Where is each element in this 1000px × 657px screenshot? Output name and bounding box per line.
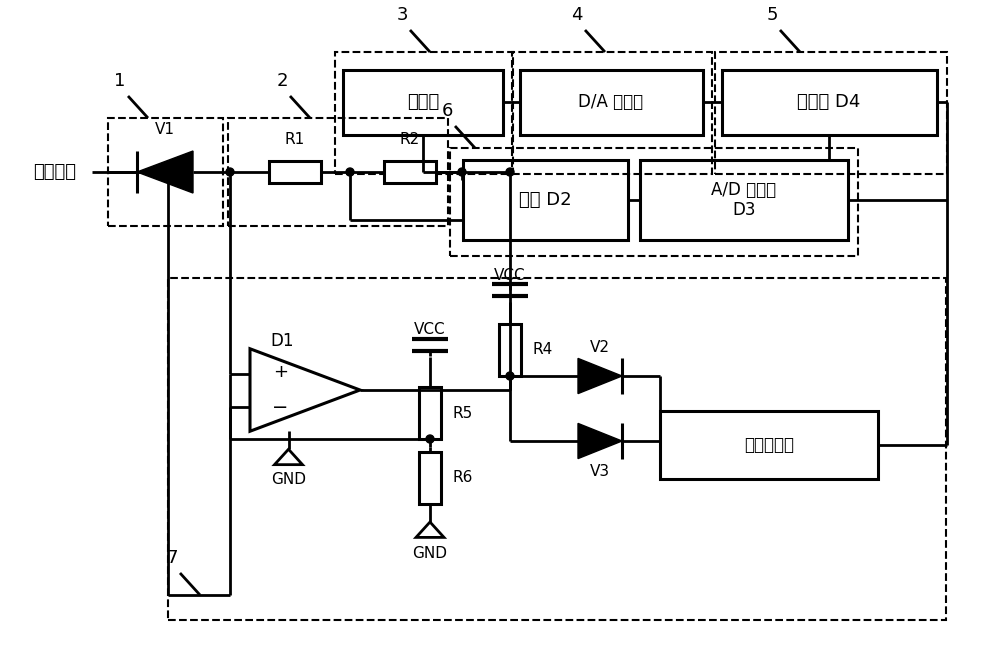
Bar [640, 160, 848, 240]
Circle shape [506, 372, 514, 380]
Text: +: + [273, 363, 288, 382]
Bar [520, 70, 703, 135]
Bar [512, 52, 712, 174]
Bar [419, 452, 441, 504]
Bar [384, 161, 436, 183]
Text: GND: GND [271, 472, 306, 487]
Text: R6: R6 [452, 470, 472, 486]
Circle shape [458, 168, 466, 176]
Bar [463, 160, 628, 240]
Text: 1: 1 [114, 72, 126, 90]
Text: 2: 2 [276, 72, 288, 90]
Polygon shape [137, 151, 193, 193]
Bar [499, 324, 521, 376]
Polygon shape [578, 359, 622, 394]
Text: GND: GND [413, 547, 448, 562]
Polygon shape [578, 423, 622, 459]
Text: 4: 4 [571, 6, 583, 24]
Text: VCC: VCC [414, 323, 446, 338]
Text: R2: R2 [400, 133, 420, 148]
Text: R5: R5 [452, 405, 472, 420]
Text: 运放 D2: 运放 D2 [519, 191, 571, 209]
Circle shape [226, 168, 234, 176]
Bar [269, 161, 321, 183]
Circle shape [426, 435, 434, 443]
Text: R4: R4 [532, 342, 552, 357]
Text: −: − [272, 398, 288, 417]
Bar [722, 70, 937, 135]
Circle shape [506, 168, 514, 176]
Text: V2: V2 [590, 340, 610, 355]
Bar [108, 118, 223, 226]
Bar [343, 70, 503, 135]
Text: VCC: VCC [494, 267, 526, 283]
Text: 3: 3 [396, 6, 408, 24]
Circle shape [346, 168, 354, 176]
Bar [660, 411, 878, 479]
Text: 控制器 D4: 控制器 D4 [797, 93, 861, 111]
Bar [168, 278, 946, 620]
Text: 看门狗电路: 看门狗电路 [744, 436, 794, 454]
Text: A/D 转换器
D3: A/D 转换器 D3 [711, 181, 777, 219]
Text: R1: R1 [285, 133, 305, 148]
Text: D/A 转换器: D/A 转换器 [578, 93, 644, 111]
Bar [419, 387, 441, 439]
Text: D1: D1 [270, 332, 294, 350]
Text: V3: V3 [590, 463, 610, 478]
Bar [715, 52, 947, 174]
Bar [228, 118, 448, 226]
Text: V1: V1 [155, 122, 175, 137]
Text: 5: 5 [766, 6, 778, 24]
Text: 电流输出: 电流输出 [34, 163, 76, 181]
Text: 6: 6 [441, 102, 453, 120]
Bar [450, 148, 858, 256]
Text: 电流源: 电流源 [407, 93, 439, 111]
Text: 7: 7 [166, 549, 178, 567]
Bar [335, 52, 513, 174]
